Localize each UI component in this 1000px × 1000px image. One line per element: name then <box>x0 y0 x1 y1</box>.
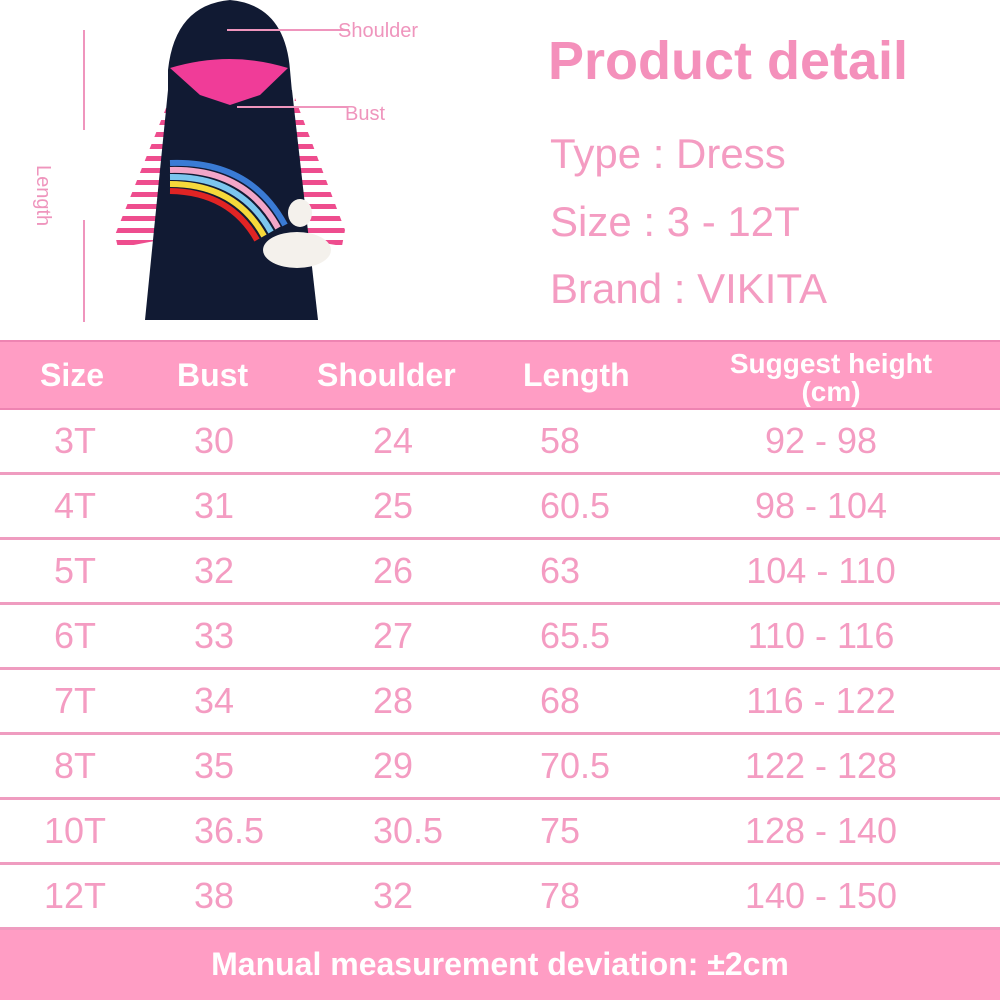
cell-bust: 30 <box>194 420 235 461</box>
cell-size: 3T <box>53 420 96 461</box>
cell-size: 6T <box>53 615 96 656</box>
table-row: 7T 34 28 68 116 - 122 <box>0 670 1000 735</box>
cell-suggest-height: 92 - 98 <box>764 420 878 461</box>
product-type: Type : Dress <box>550 130 786 177</box>
cell-suggest-height: 116 - 122 <box>746 680 896 721</box>
cell-bust: 32 <box>194 550 235 591</box>
cell-suggest-height: 110 - 116 <box>747 615 895 656</box>
rainbow-applique <box>169 159 288 242</box>
table-row: 6T 33 27 65.5 110 - 116 <box>0 605 1000 670</box>
size-table-header: Size Bust Shoulder Length Suggest height… <box>0 340 1000 410</box>
cell-suggest-height: 98 - 104 <box>754 485 888 526</box>
cell-size: 7T <box>53 680 96 721</box>
product-size: Size : 3 - 12T <box>550 198 800 245</box>
cell-size: 10T <box>43 810 107 851</box>
cell-length: 70.5 <box>540 745 611 786</box>
cell-bust: 34 <box>194 680 235 721</box>
cell-shoulder: 24 <box>373 420 414 461</box>
cell-length: 78 <box>540 875 581 916</box>
header-suggest-height-label: Suggest height <box>729 348 933 379</box>
cell-length: 68 <box>540 680 581 721</box>
cell-length: 65.5 <box>540 615 611 656</box>
table-row: 4T 31 25 60.5 98 - 104 <box>0 475 1000 540</box>
bust-label: Bust <box>345 103 386 125</box>
cell-shoulder: 30.5 <box>373 810 444 851</box>
table-row: 10T 36.5 30.5 75 128 - 140 <box>0 800 1000 865</box>
header-size: Size <box>40 357 105 393</box>
header-bust: Bust <box>177 357 249 393</box>
unicorn-applique <box>288 199 312 227</box>
cell-size: 8T <box>53 745 96 786</box>
cell-size: 4T <box>53 485 96 526</box>
cell-bust: 38 <box>194 875 235 916</box>
header-length: Length <box>523 357 630 393</box>
hood-lining <box>170 59 288 105</box>
cell-length: 58 <box>540 420 581 461</box>
cell-bust: 31 <box>194 485 235 526</box>
table-row: 5T 32 26 63 104 - 110 <box>0 540 1000 605</box>
measurement-deviation-note: Manual measurement deviation: ±2cm <box>0 930 1000 1000</box>
product-brand: Brand : VIKITA <box>550 265 827 312</box>
cell-shoulder: 32 <box>373 875 414 916</box>
header-suggest-height: Suggest height (cm) <box>700 350 962 416</box>
cell-shoulder: 25 <box>373 485 414 526</box>
cell-size: 5T <box>53 550 96 591</box>
length-label: Length <box>32 165 54 227</box>
cell-size: 12T <box>43 875 107 916</box>
shoulder-label: Shoulder <box>338 20 419 42</box>
cell-length: 60.5 <box>540 485 611 526</box>
cell-shoulder: 29 <box>373 745 414 786</box>
table-row: 3T 30 24 58 92 - 98 <box>0 410 1000 475</box>
cell-shoulder: 26 <box>373 550 414 591</box>
cell-bust: 33 <box>194 615 235 656</box>
table-row: 8T 35 29 70.5 122 - 128 <box>0 735 1000 800</box>
cloud-applique <box>263 232 331 268</box>
cell-length: 75 <box>540 810 581 851</box>
dress-image <box>83 0 349 322</box>
cell-suggest-height: 122 - 128 <box>744 745 898 786</box>
cell-bust: 35 <box>194 745 235 786</box>
cell-shoulder: 28 <box>373 680 414 721</box>
table-row: 12T 38 32 78 140 - 150 <box>0 865 1000 930</box>
cell-suggest-height: 104 - 110 <box>746 550 896 591</box>
cell-suggest-height: 128 - 140 <box>744 810 898 851</box>
header-shoulder: Shoulder <box>317 357 456 393</box>
cell-suggest-height: 140 - 150 <box>744 875 898 916</box>
cell-bust: 36.5 <box>194 810 265 851</box>
cell-shoulder: 27 <box>373 615 414 656</box>
cell-length: 63 <box>540 550 581 591</box>
header-suggest-height-unit: (cm) <box>801 376 861 407</box>
product-detail-title: Product detail <box>548 31 909 91</box>
